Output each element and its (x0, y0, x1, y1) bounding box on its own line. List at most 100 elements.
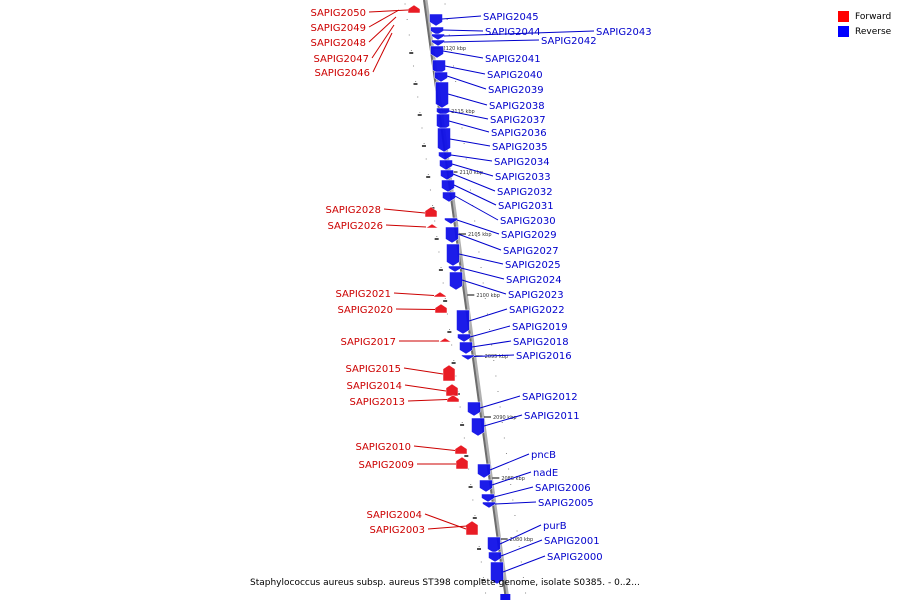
reverse-leader-line (500, 539, 543, 557)
forward-leader-line (413, 445, 456, 451)
forward-leader-line (393, 292, 435, 296)
reverse-gene-label: SAPIG2022 (509, 305, 565, 316)
reverse-gene-label: SAPIG2037 (490, 115, 546, 126)
reverse-gene-arrow (500, 594, 511, 600)
kbp-tick-label: 2090 kbp (493, 415, 517, 421)
reverse-gene-label: SAPIG2000 (547, 552, 603, 563)
reverse-gene-label: SAPIG2045 (483, 12, 539, 23)
forward-gene-arrow (434, 303, 448, 314)
reverse-gene-arrow (481, 493, 495, 503)
reverse-gene-arrow (440, 169, 454, 181)
forward-gene-arrow (433, 291, 447, 298)
reverse-gene-label: SAPIG2036 (491, 128, 547, 139)
reverse-leader-line (502, 555, 546, 573)
reverse-gene-label: SAPIG2040 (487, 70, 543, 81)
forward-gene-arrow (445, 383, 459, 397)
reverse-gene-arrow (439, 159, 453, 171)
reverse-gene-label: SAPIG2024 (506, 275, 562, 286)
forward-gene-label: SAPIG2047 (313, 54, 369, 65)
forward-gene-label: SAPIG2017 (340, 337, 396, 348)
reverse-gene-label: SAPIG2035 (492, 142, 548, 153)
forward-leader-line (372, 32, 393, 73)
reverse-gene-label: SAPIG2032 (497, 187, 553, 198)
reverse-gene-arrow (430, 45, 444, 59)
forward-gene-arrow (465, 520, 479, 536)
forward-leader-line (427, 525, 468, 530)
reverse-leader-line (443, 30, 595, 37)
forward-leader-line (371, 24, 395, 59)
forward-gene-label: SAPIG2021 (335, 289, 391, 300)
reverse-gene-label: SAPIG2006 (535, 483, 591, 494)
forward-gene-label: SAPIG2004 (366, 510, 422, 521)
reverse-leader-line (456, 219, 500, 235)
reverse-leader-line (444, 65, 486, 75)
reverse-gene-arrow (461, 354, 475, 361)
forward-leader-line (385, 224, 427, 228)
forward-gene-label: SAPIG2014 (346, 381, 402, 392)
forward-leader-line (395, 308, 436, 310)
forward-leader-line (404, 384, 447, 392)
legend-label-forward: Forward (855, 11, 892, 22)
forward-gene-arrow (438, 337, 452, 343)
reverse-gene-label: SAPIG2025 (505, 260, 561, 271)
forward-gene-label: SAPIG2015 (345, 364, 401, 375)
reverse-gene-label: SAPIG2038 (489, 101, 545, 112)
forward-gene-arrow (454, 444, 468, 455)
reverse-gene-arrow (488, 551, 502, 563)
reverse-leader-line (451, 163, 494, 177)
reverse-gene-arrow (490, 561, 504, 585)
reverse-gene-arrow (446, 243, 460, 267)
reverse-leader-line (447, 93, 488, 106)
reverse-gene-label: SAPIG2012 (522, 392, 578, 403)
reverse-gene-arrow (487, 536, 501, 554)
reverse-gene-arrow (479, 479, 493, 493)
reverse-leader-line (491, 471, 532, 486)
reverse-gene-label: pncB (531, 450, 556, 461)
reverse-leader-line (473, 354, 515, 357)
legend-item-reverse: Reverse (838, 24, 898, 39)
reverse-gene-label: SAPIG2043 (596, 27, 652, 38)
forward-gene-arrow (442, 364, 456, 382)
reverse-gene-arrow (434, 71, 448, 83)
reverse-leader-line (452, 173, 496, 192)
forward-gene-label: SAPIG2050 (310, 8, 366, 19)
kbp-tick-label: 2105 kbp (468, 232, 492, 238)
forward-gene-label: SAPIG2009 (358, 460, 414, 471)
reverse-gene-arrow (437, 127, 451, 153)
reverse-gene-label: purB (543, 521, 567, 532)
legend: Forward Reverse (838, 9, 898, 39)
forward-color-swatch (838, 11, 849, 22)
kbp-tick-label: 2095 kbp (485, 354, 509, 360)
forward-gene-label: SAPIG2026 (327, 221, 383, 232)
reverse-gene-label: SAPIG2023 (508, 290, 564, 301)
reverse-gene-label: SAPIG2042 (541, 36, 597, 47)
reverse-leader-line (471, 340, 512, 348)
reverse-leader-line (448, 120, 490, 133)
reverse-leader-line (443, 39, 540, 43)
reverse-gene-label: SAPIG2011 (524, 411, 580, 422)
kbp-tick-label: 2100 kbp (476, 293, 500, 299)
reverse-gene-arrow (448, 265, 462, 273)
forward-gene-label: SAPIG2003 (369, 525, 425, 536)
reverse-gene-label: SAPIG2019 (512, 322, 568, 333)
reverse-gene-label: SAPIG2005 (538, 498, 594, 509)
forward-gene-arrow (425, 223, 439, 229)
forward-leader-line (403, 367, 444, 375)
forward-gene-label: SAPIG2049 (310, 23, 366, 34)
forward-leader-line (368, 9, 409, 13)
forward-leader-line (383, 208, 426, 214)
reverse-leader-line (483, 414, 523, 427)
reverse-leader-line (446, 75, 487, 90)
legend-label-reverse: Reverse (855, 26, 892, 37)
reverse-leader-line (460, 267, 505, 280)
reverse-gene-arrow (482, 501, 496, 509)
kbp-tick-label: 2120 kbp (443, 46, 467, 52)
forward-gene-label: SAPIG2020 (337, 305, 393, 316)
forward-leader-line (407, 399, 448, 402)
forward-gene-label: SAPIG2048 (310, 38, 366, 49)
forward-gene-label: SAPIG2046 (314, 68, 370, 79)
reverse-gene-arrow (441, 179, 455, 193)
kbp-tick-label: 2110 kbp (460, 170, 484, 176)
reverse-gene-arrow (459, 341, 473, 355)
